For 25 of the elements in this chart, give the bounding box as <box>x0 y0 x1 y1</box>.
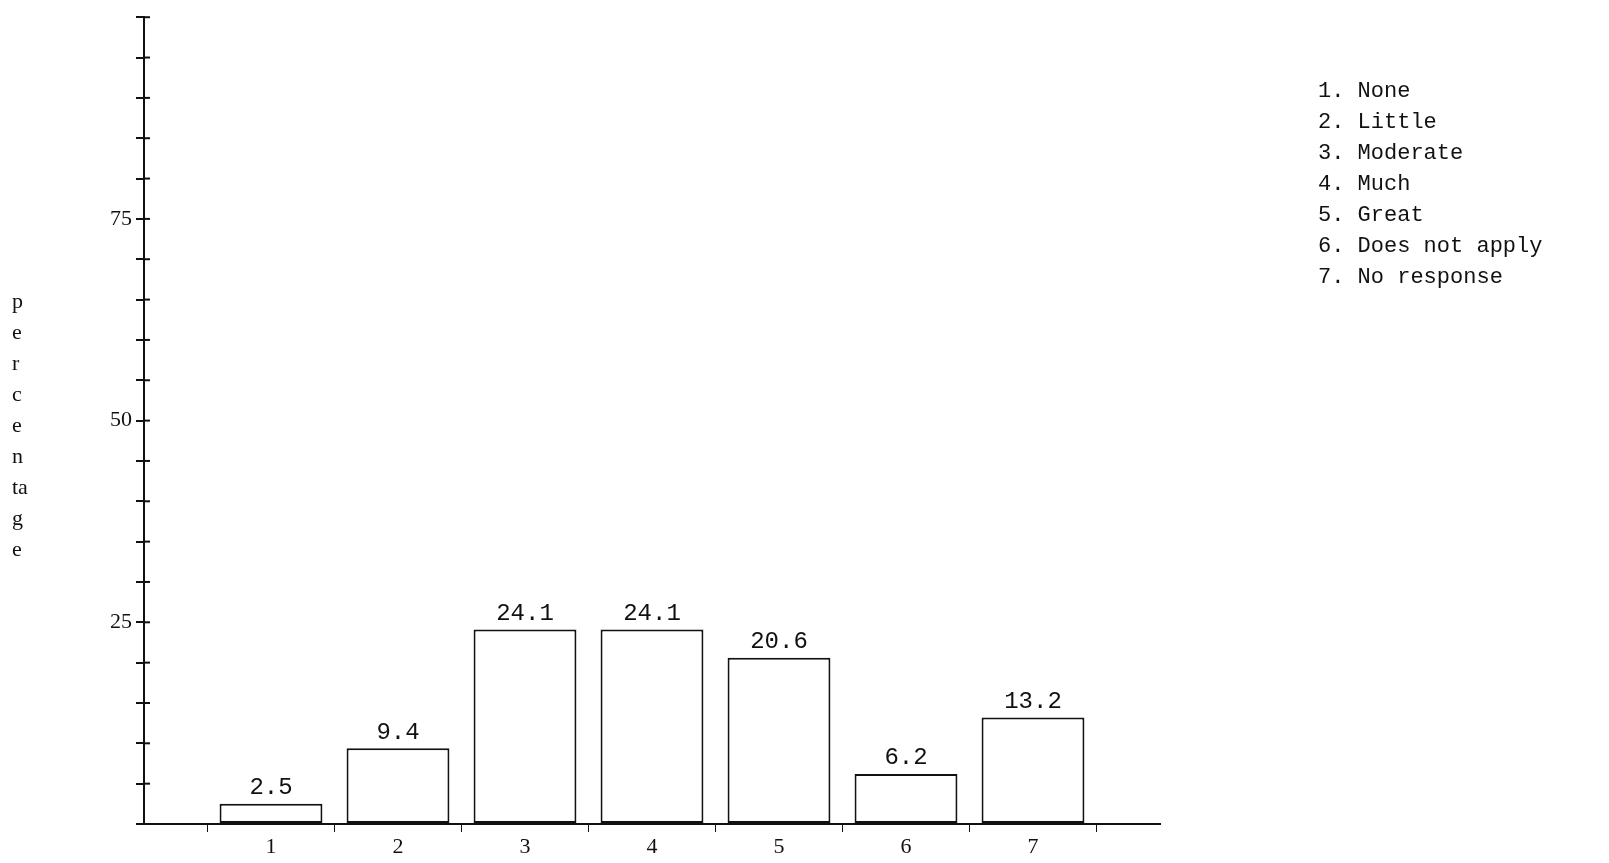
y-tick-label: 25 <box>110 608 132 634</box>
x-tick-label: 3 <box>519 832 531 858</box>
x-tick-label: 2 <box>392 832 404 858</box>
text: 7. No response <box>1318 264 1504 292</box>
text: percentage <box>12 288 28 561</box>
data-label: 6.2 <box>884 744 928 772</box>
data-label: 20.6 <box>750 628 808 656</box>
x-tick-label: 5 <box>773 832 785 858</box>
data-label: 24.1 <box>496 599 554 627</box>
data-label: 2.5 <box>249 774 293 802</box>
y-tick-label: 75 <box>110 204 132 230</box>
y-tick-label: 50 <box>110 406 132 432</box>
data-label: 24.1 <box>623 599 681 627</box>
text: 6. Does not apply <box>1318 233 1543 261</box>
data-label: 13.2 <box>1004 687 1062 715</box>
text: 3. Moderate <box>1318 140 1465 168</box>
text: 1. None <box>1318 78 1412 106</box>
x-tick-label: 1 <box>265 832 277 858</box>
text: 2. Little <box>1318 109 1438 137</box>
text: 4. Much <box>1318 171 1412 199</box>
data-label: 9.4 <box>376 718 420 746</box>
x-tick-label: 7 <box>1027 832 1039 858</box>
text: 5. Great <box>1318 202 1425 230</box>
x-tick-label: 6 <box>900 832 912 858</box>
x-tick-label: 4 <box>646 832 658 858</box>
